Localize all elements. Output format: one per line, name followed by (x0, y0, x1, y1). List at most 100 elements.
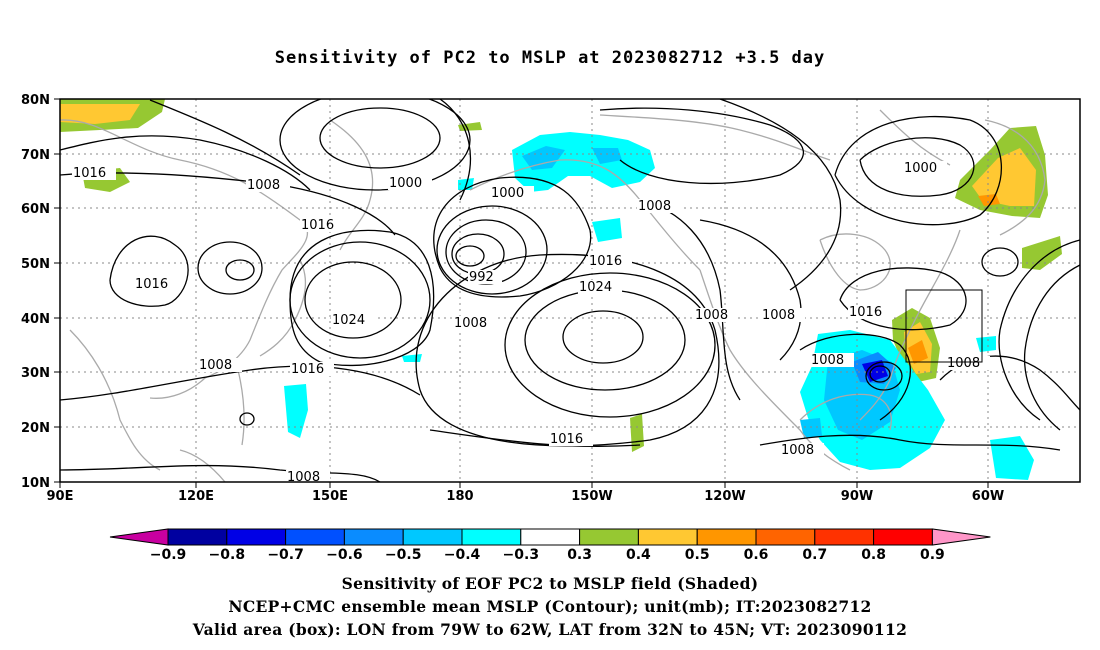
colorbar-swatch (873, 528, 933, 546)
isobar-asia-south-2 (60, 464, 381, 482)
colorbar-swatch (637, 528, 698, 546)
shade-negative-alaska-2 (592, 148, 622, 164)
colorbar-swatch (696, 528, 757, 546)
colorbar-high-arrow (931, 528, 991, 546)
isobar-low-992 (455, 245, 485, 267)
map-figure: 1016 1008 1000 1000 1008 1000 1016 1016 … (21, 93, 1081, 563)
coast-asia-east (60, 119, 308, 399)
isobar-label: 1016 (73, 166, 106, 181)
coast-se-asia (69, 329, 226, 482)
figure-title: Sensitivity of PC2 to MSLP at 2023082712… (274, 48, 826, 68)
isobar-label: 1016 (301, 218, 334, 233)
coast-gulf (799, 393, 892, 431)
lon-label: 150E (312, 489, 348, 504)
colorbar-label: −0.6 (326, 547, 363, 563)
colorbar-swatch (226, 528, 287, 546)
isobar-wp-1016 (289, 229, 435, 367)
coast-alaska (469, 159, 701, 271)
coast-japan (259, 259, 307, 357)
isobar-arctic-arc (439, 99, 472, 201)
isobar-high-1016 (415, 253, 720, 447)
coast-hudson (819, 233, 891, 291)
isobar-us-1016 (839, 267, 967, 331)
map-frame (59, 98, 1081, 483)
colorbar-label: 0.9 (920, 547, 945, 563)
isobar-high-1020 (504, 272, 716, 418)
isobar-asia-north-2 (149, 99, 301, 176)
colorbar-label: −0.4 (444, 547, 481, 563)
isobar-label: 1016 (550, 432, 583, 447)
isobar-asia-small (239, 412, 255, 426)
lat-label: 80N (21, 93, 50, 108)
lon-label: 180 (446, 489, 473, 504)
isobar-label: 1008 (781, 443, 814, 458)
isobar-arctic-1004 (279, 99, 471, 191)
lon-label: 150W (571, 489, 612, 504)
isobar-asia-1016 (109, 235, 189, 307)
isobar-label: 1008 (454, 316, 487, 331)
colorbar-label: −0.3 (503, 547, 540, 563)
isobar-high-1024 (524, 289, 686, 391)
isobar-canada-1000 (859, 137, 975, 197)
isobar-high-1028 (562, 310, 644, 364)
lon-label: 90W (841, 489, 873, 504)
lon-label: 120E (178, 489, 214, 504)
isobar-labels: 1016 1008 1000 1000 1008 1000 1016 1016 … (72, 161, 990, 485)
lat-label: 20N (21, 421, 50, 436)
coast-arctic (599, 109, 951, 166)
shade-negative-pacific-mid (402, 354, 422, 362)
lat-label: 10N (21, 476, 50, 491)
shade-negative-pacific-w (284, 384, 308, 438)
shade-positive-n-atlantic (1022, 236, 1062, 270)
shade-negative-yucatan (800, 418, 822, 438)
colorbar-label: −0.7 (267, 547, 304, 563)
lon-label: 60W (972, 489, 1004, 504)
latitude-labels: 80N 70N 60N 50N 40N 30N 20N 10N (21, 93, 50, 491)
shade-negative-gulf-alaska (592, 218, 622, 242)
isobar-rockies (639, 199, 741, 401)
isobar-asia-high-1 (197, 241, 263, 295)
isobar-rockies-2 (699, 219, 802, 361)
isobar-hurricane-1 (869, 365, 891, 383)
isobar-low-1004 (436, 205, 548, 295)
shade-positive-pacific (630, 414, 644, 452)
isobar-canada-arc (719, 99, 842, 291)
isobar-wp-1024 (304, 261, 402, 339)
lon-label: 90E (47, 489, 74, 504)
isobar-asia-high-2 (225, 259, 255, 281)
isobar-label: 1024 (332, 313, 365, 328)
lat-label: 30N (21, 366, 50, 381)
colorbar-swatch (579, 528, 639, 546)
isobar-label: 1000 (491, 186, 524, 201)
isobar-low-996 (451, 233, 505, 275)
isobar-label: 1008 (247, 178, 280, 193)
colorbar-swatch (285, 528, 345, 546)
colorbar-label: 0.5 (685, 547, 710, 563)
colorbar-swatch (520, 528, 581, 546)
shade-negative-caribbean (990, 436, 1034, 480)
coast-north-america-e (859, 229, 961, 421)
isobar-hurricane-2 (865, 361, 903, 391)
lon-label: 120W (704, 489, 745, 504)
colorbar-label: 0.3 (567, 547, 592, 563)
isobar-asia-north-1 (60, 135, 311, 191)
isobar-asia-south (60, 365, 421, 401)
colorbar-label: −0.8 (209, 547, 246, 563)
isobar-label: 1008 (811, 353, 844, 368)
colorbar-label: 0.6 (744, 547, 769, 563)
isobar-wp-1020 (289, 241, 431, 359)
isobar-canada-1004 (834, 115, 1002, 226)
colorbar-swatch (167, 528, 228, 546)
shade-positive-greenland-core (972, 148, 1036, 206)
colorbar-label: 0.7 (802, 547, 827, 563)
colorbar-swatch (814, 528, 875, 546)
isobar-low-1008 (433, 176, 592, 298)
colorbar-swatch (755, 528, 816, 546)
isobar-us-1008 (799, 333, 912, 421)
colorbar-low-arrow (109, 528, 169, 546)
colorbar-label: −0.9 (150, 547, 187, 563)
colorbar-label: 0.4 (626, 547, 651, 563)
mslp-contours (60, 99, 1080, 482)
isobar-label: 1008 (695, 308, 728, 323)
isobar-label: 1008 (638, 199, 671, 214)
